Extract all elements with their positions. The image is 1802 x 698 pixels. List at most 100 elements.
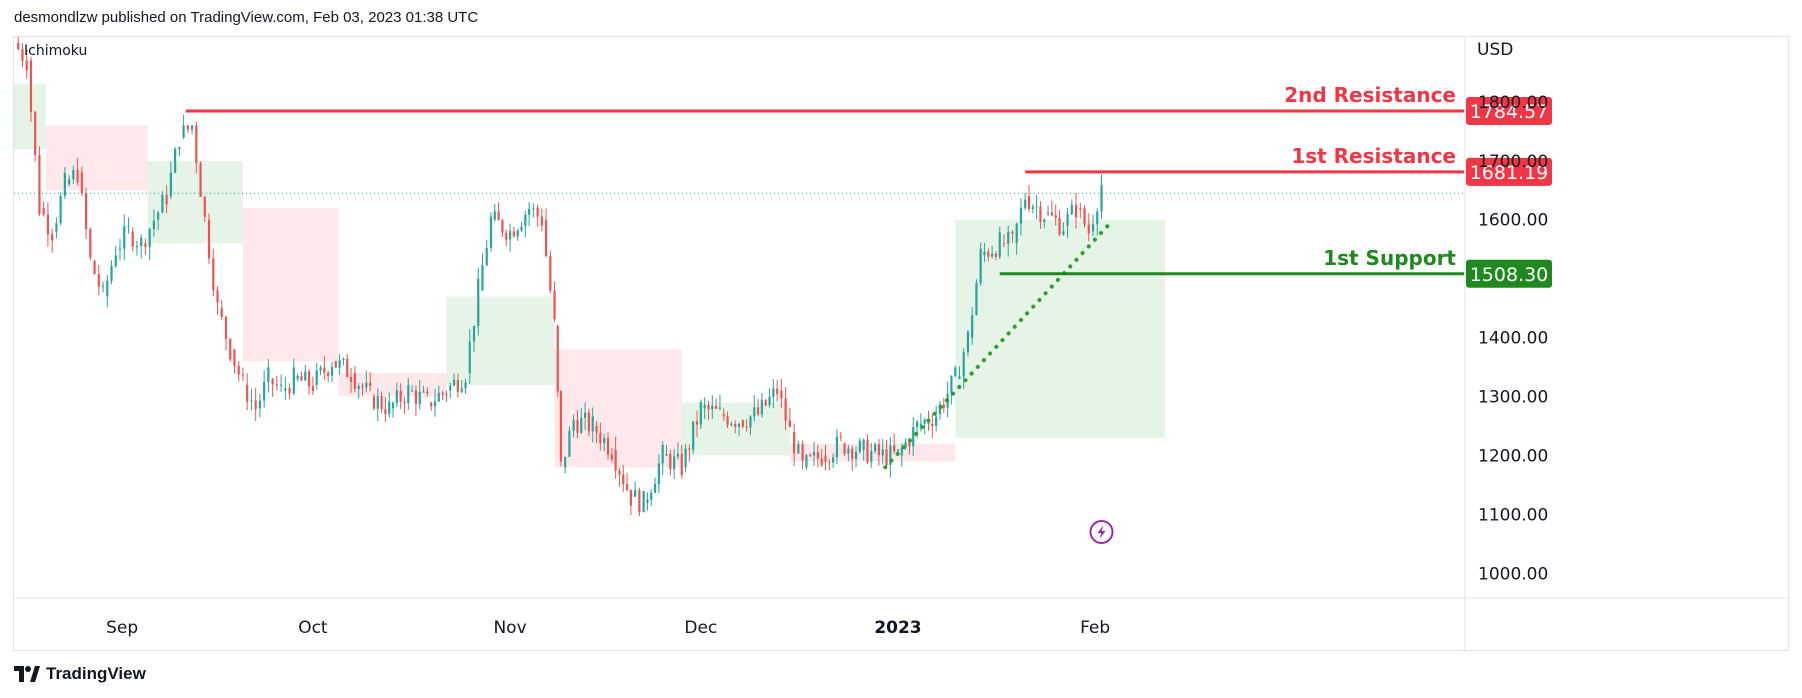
candle-body bbox=[21, 49, 24, 61]
publisher-header: desmondlzw published on TradingView.com,… bbox=[14, 9, 479, 26]
tradingview-logo[interactable]: TradingView bbox=[14, 664, 146, 684]
candle-body bbox=[975, 282, 978, 316]
x-tick-label: 2023 bbox=[874, 618, 921, 638]
candle-body bbox=[784, 398, 787, 421]
candle-body bbox=[812, 452, 816, 456]
candle-body bbox=[418, 391, 421, 404]
candle-body bbox=[1024, 199, 1027, 208]
candle-body bbox=[1054, 215, 1057, 218]
candle-body bbox=[327, 372, 330, 376]
candle-body bbox=[629, 489, 632, 506]
candle-body bbox=[29, 60, 33, 112]
candle-body bbox=[540, 216, 543, 226]
candle-body bbox=[556, 325, 559, 392]
candle-body bbox=[1046, 212, 1050, 214]
candle-body bbox=[411, 390, 414, 392]
candle-body bbox=[828, 461, 831, 463]
candle-body bbox=[1011, 231, 1014, 234]
candle-body bbox=[614, 449, 617, 471]
candle-body bbox=[642, 490, 645, 513]
y-tick-label: 1000.00 bbox=[1478, 564, 1548, 584]
candle-body bbox=[707, 404, 710, 410]
candle-body bbox=[353, 373, 356, 389]
candle-body bbox=[372, 396, 376, 409]
cloud-segment bbox=[554, 349, 682, 468]
y-tick-label: 1600.00 bbox=[1478, 211, 1548, 231]
candle-body bbox=[516, 230, 519, 237]
cloud-segment bbox=[242, 207, 339, 362]
candle-body bbox=[954, 367, 957, 376]
candle-body bbox=[839, 436, 842, 438]
candle-body bbox=[1058, 217, 1061, 235]
candle-body bbox=[680, 453, 683, 475]
candle-body bbox=[365, 382, 368, 388]
candle-body bbox=[835, 436, 839, 458]
candle-body bbox=[199, 163, 202, 197]
candle-body bbox=[923, 419, 926, 424]
candle-body bbox=[528, 208, 531, 215]
level-name: 2nd Resistance bbox=[1284, 83, 1456, 107]
candle-body bbox=[1066, 214, 1069, 226]
candle-body bbox=[753, 407, 756, 417]
candle-body bbox=[72, 170, 75, 180]
candle-body bbox=[369, 382, 372, 387]
candle-body bbox=[695, 421, 699, 425]
candle-body bbox=[764, 399, 767, 406]
indicator-label[interactable]: Ichimoku bbox=[24, 43, 87, 59]
candle-body bbox=[776, 388, 779, 395]
candle-body bbox=[745, 426, 748, 428]
candle-body bbox=[182, 125, 185, 138]
candle-body bbox=[399, 390, 402, 402]
candle-body bbox=[89, 229, 92, 258]
candle-body bbox=[1074, 204, 1078, 218]
candle-body bbox=[919, 423, 922, 427]
price-tag bbox=[1466, 157, 1552, 186]
candle-body bbox=[760, 399, 763, 415]
candle-body bbox=[832, 457, 835, 463]
candle-body bbox=[477, 278, 480, 326]
candle-body bbox=[532, 207, 535, 209]
candle-body bbox=[505, 232, 508, 240]
candle-body bbox=[426, 391, 429, 394]
candle-body bbox=[962, 352, 965, 377]
candle-body bbox=[646, 499, 649, 503]
candle-body bbox=[564, 456, 567, 468]
candle-body bbox=[1007, 231, 1010, 244]
candle-body bbox=[207, 219, 211, 259]
candle-body bbox=[524, 214, 527, 227]
candle-body bbox=[1019, 207, 1023, 224]
candle-body bbox=[80, 172, 83, 193]
x-tick-label: Sep bbox=[106, 618, 138, 638]
candle-body bbox=[889, 445, 892, 466]
candle-body bbox=[361, 386, 364, 388]
candlesticks bbox=[17, 37, 1103, 516]
candle-body bbox=[1087, 224, 1090, 234]
candle-body bbox=[520, 226, 523, 231]
candle-body bbox=[288, 388, 291, 394]
candle-body bbox=[915, 421, 919, 428]
candle-body bbox=[437, 392, 440, 402]
candle-body bbox=[610, 454, 613, 460]
chart-area[interactable]: 2nd Resistance 1784.57 1st Resistance 1681.… bbox=[13, 36, 1790, 652]
chart-canvas[interactable]: 2nd Resistance 1784.57 1st Resistance 1681.… bbox=[14, 37, 1790, 652]
y-tick-label: 1700.00 bbox=[1478, 152, 1548, 172]
candle-body bbox=[1043, 219, 1046, 222]
candle-body bbox=[595, 426, 598, 433]
candle-body bbox=[1031, 206, 1034, 210]
candle-body bbox=[734, 423, 737, 427]
candle-body bbox=[866, 439, 869, 463]
candle-body bbox=[342, 358, 345, 361]
candle-body bbox=[391, 402, 395, 409]
candle-body bbox=[793, 431, 796, 454]
candle-body bbox=[280, 384, 283, 386]
candle-body bbox=[493, 211, 496, 220]
candle-body bbox=[931, 423, 934, 427]
candle-body bbox=[657, 463, 660, 484]
candle-body bbox=[224, 316, 228, 339]
candle-body bbox=[583, 412, 587, 418]
candle-body bbox=[881, 449, 884, 456]
candle-body bbox=[258, 400, 262, 409]
candle-body bbox=[51, 234, 54, 241]
candle-body bbox=[106, 280, 109, 297]
candle-body bbox=[715, 406, 718, 409]
